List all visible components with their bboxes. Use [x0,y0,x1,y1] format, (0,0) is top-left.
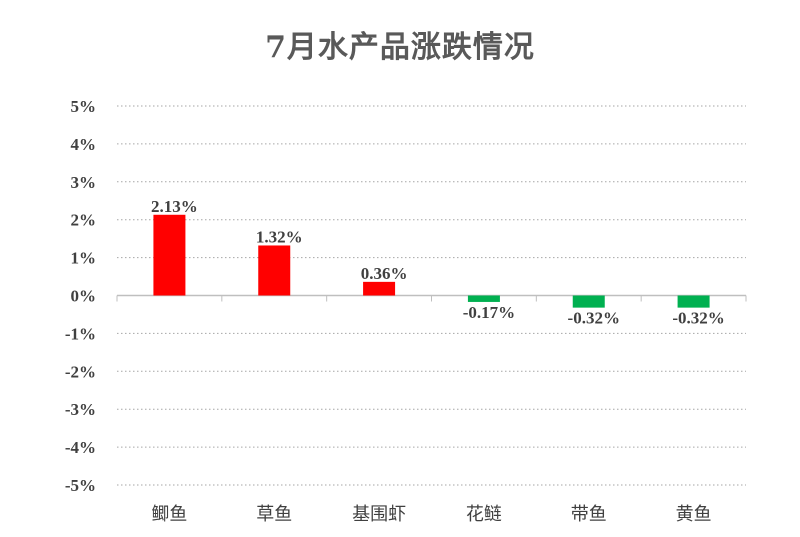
bars [153,214,710,308]
bar [677,295,710,308]
bar [363,281,396,296]
y-tick-label: 4% [71,135,97,154]
bar [258,245,291,296]
bar [467,295,500,302]
y-tick-label: 0% [71,287,97,306]
bar [572,295,605,308]
y-tick-label: 1% [71,249,97,268]
data-label: 2.13% [151,197,198,216]
gridlines [117,105,746,486]
y-tick-label: -5% [65,476,96,495]
x-tick-label: 草鱼 [256,504,292,525]
bar [153,214,186,296]
labels: 5% 4% 3% 2% 1% 0% -1% -2% -3% -4% -5% 2.13% 鲫鱼 1.32% 草… [65,97,725,525]
x-tick-label: 基围虾 [352,504,406,525]
data-label: -0.32% [568,309,620,328]
data-label: 0.36% [361,264,408,283]
x-tick-label: 黄鱼 [676,504,712,525]
y-tick-label: -1% [65,324,96,343]
y-tick-label: -3% [65,400,96,419]
y-tick-label: -4% [65,438,96,457]
chart-title: 7月水产品涨跌情况 [265,30,535,65]
x-tick-label: 带鱼 [571,504,607,525]
data-label: 1.32% [256,227,303,246]
axes [116,294,747,302]
y-tick-label: 5% [71,97,97,116]
x-tick-label: 鲫鱼 [151,504,187,525]
y-tick-label: 3% [71,173,97,192]
data-label: -0.17% [463,303,515,322]
y-tick-label: 2% [71,211,97,230]
data-label: -0.32% [672,309,724,328]
x-tick-label: 花鲢 [466,504,502,525]
y-tick-label: -2% [65,362,96,381]
